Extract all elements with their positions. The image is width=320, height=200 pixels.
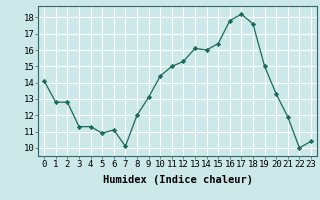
X-axis label: Humidex (Indice chaleur): Humidex (Indice chaleur) bbox=[103, 175, 252, 185]
